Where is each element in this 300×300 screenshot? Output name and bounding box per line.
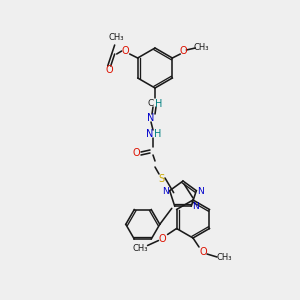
Text: O: O <box>159 233 167 244</box>
Text: O: O <box>122 46 130 56</box>
Text: N: N <box>146 129 154 139</box>
Text: N: N <box>147 113 155 123</box>
Text: O: O <box>106 65 113 75</box>
Text: C: C <box>148 100 154 109</box>
Text: CH₃: CH₃ <box>133 244 148 253</box>
Text: H: H <box>155 99 163 109</box>
Text: N: N <box>197 187 204 196</box>
Text: CH₃: CH₃ <box>109 34 124 43</box>
Text: N: N <box>192 202 199 211</box>
Text: CH₃: CH₃ <box>216 254 232 262</box>
Text: O: O <box>132 148 140 158</box>
Text: N: N <box>162 187 169 196</box>
Text: O: O <box>199 247 207 257</box>
Text: O: O <box>179 46 187 56</box>
Text: CH₃: CH₃ <box>194 43 209 52</box>
Text: S: S <box>158 174 164 184</box>
Text: H: H <box>154 129 162 139</box>
